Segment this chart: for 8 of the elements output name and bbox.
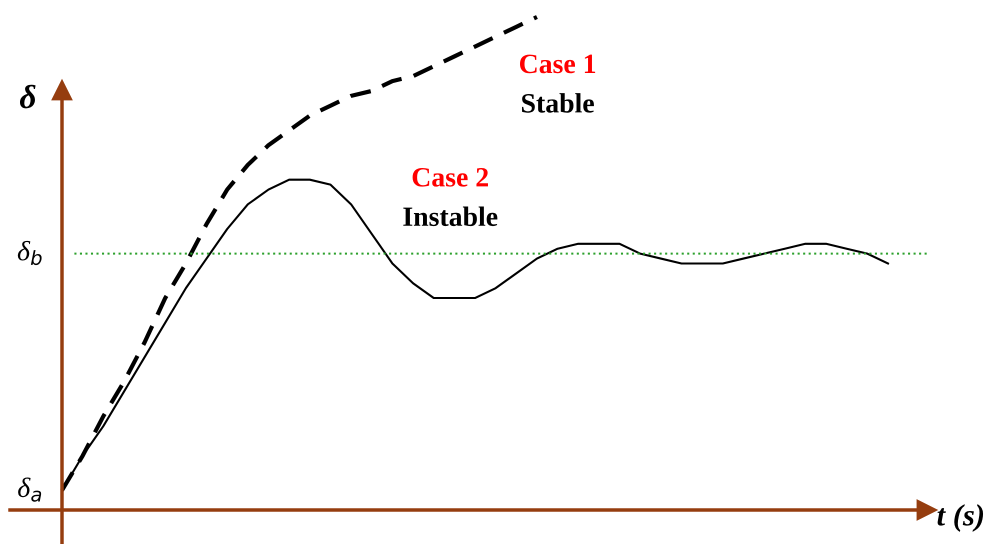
text: δ$_{a}$: [18, 478, 42, 502]
y-axis-title: δ: [20, 84, 36, 108]
ref-line-label: δ$_{b}$: [18, 240, 42, 266]
x-axis-title: t (s): [938, 504, 984, 532]
annotation: Case 1: [520, 54, 596, 74]
annotation: Case 2: [412, 168, 488, 187]
annotation: Stable: [522, 93, 594, 113]
annotation: Instable: [403, 206, 498, 226]
